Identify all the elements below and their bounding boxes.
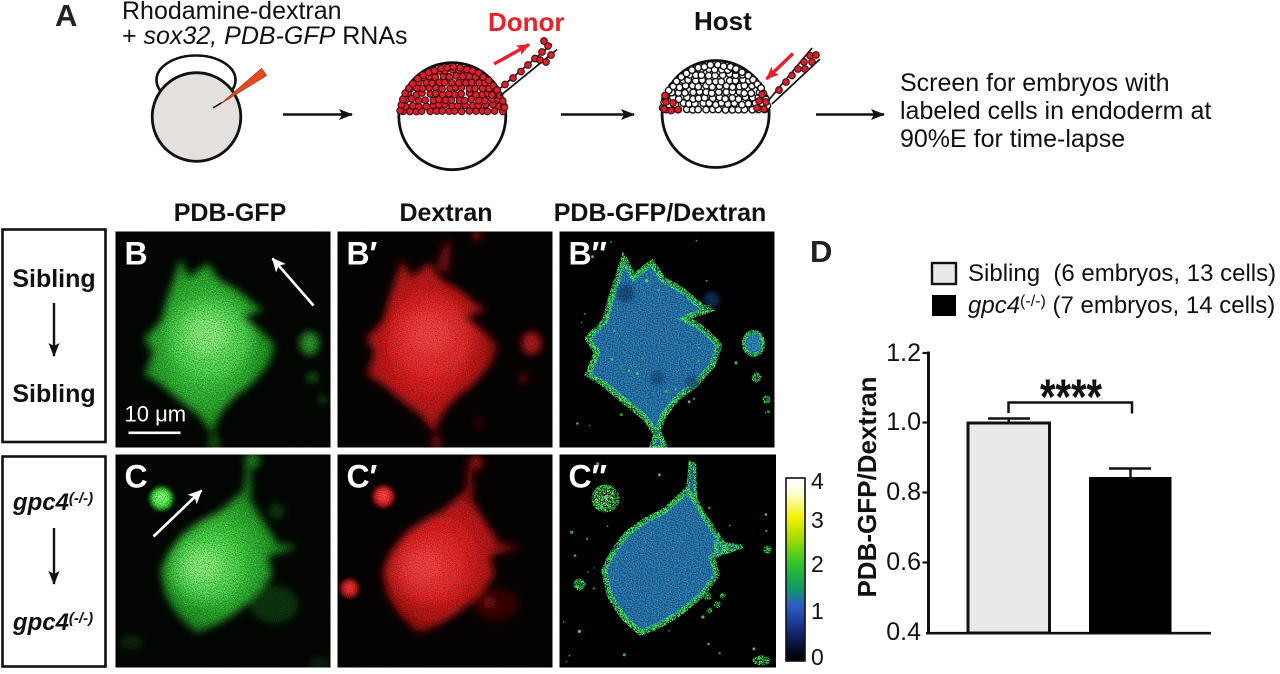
svg-text:****: ****	[1040, 369, 1102, 425]
svg-text:3: 3	[811, 507, 824, 533]
svg-text:Donor: Donor	[488, 7, 565, 37]
svg-text:C′: C′	[347, 459, 378, 495]
svg-text:PDB-GFP/Dextran: PDB-GFP/Dextran	[852, 376, 882, 597]
svg-text:Sibling: Sibling	[12, 265, 95, 293]
svg-text:gpc4(-/-): gpc4(-/-)	[12, 609, 93, 636]
svg-text:Screen for embryos with: Screen for embryos with	[900, 69, 1170, 97]
svg-text:0.6: 0.6	[886, 548, 921, 576]
svg-text:10 μm: 10 μm	[125, 402, 187, 427]
svg-text:Dextran: Dextran	[399, 199, 492, 227]
svg-text:PDB-GFP: PDB-GFP	[174, 199, 287, 227]
svg-text:2: 2	[811, 551, 824, 577]
svg-text:0: 0	[811, 644, 824, 670]
svg-text:Sibling: Sibling	[12, 380, 95, 408]
svg-text:0.8: 0.8	[886, 478, 921, 506]
svg-text:D: D	[810, 234, 832, 269]
svg-text:1.2: 1.2	[886, 339, 921, 367]
svg-text:B″: B″	[569, 236, 607, 272]
svg-text:B: B	[125, 236, 148, 272]
svg-text:4: 4	[811, 468, 824, 494]
svg-text:1: 1	[811, 598, 824, 624]
svg-text:90%E for time-lapse: 90%E for time-lapse	[900, 125, 1125, 153]
svg-text:A: A	[55, 0, 77, 33]
svg-text:C″: C″	[569, 459, 607, 495]
svg-text:labeled cells in endoderm at: labeled cells in endoderm at	[900, 97, 1211, 125]
svg-text:0.4: 0.4	[886, 618, 921, 646]
svg-text:Rhodamine-dextran: Rhodamine-dextran	[122, 0, 342, 25]
svg-text:B′: B′	[347, 236, 378, 272]
svg-text:Host: Host	[694, 6, 752, 36]
svg-text:PDB-GFP/Dextran: PDB-GFP/Dextran	[554, 199, 767, 227]
svg-text:1.0: 1.0	[886, 408, 921, 436]
svg-text:+ sox32, PDB-GFP RNAs: + sox32, PDB-GFP RNAs	[122, 22, 408, 50]
svg-text:C: C	[125, 459, 148, 495]
svg-text:Sibling (6 embryos, 13 cells): Sibling (6 embryos, 13 cells)	[968, 260, 1276, 287]
svg-text:gpc4(-/-) (7 embryos, 14 cells: gpc4(-/-) (7 embryos, 14 cells)	[968, 292, 1275, 319]
